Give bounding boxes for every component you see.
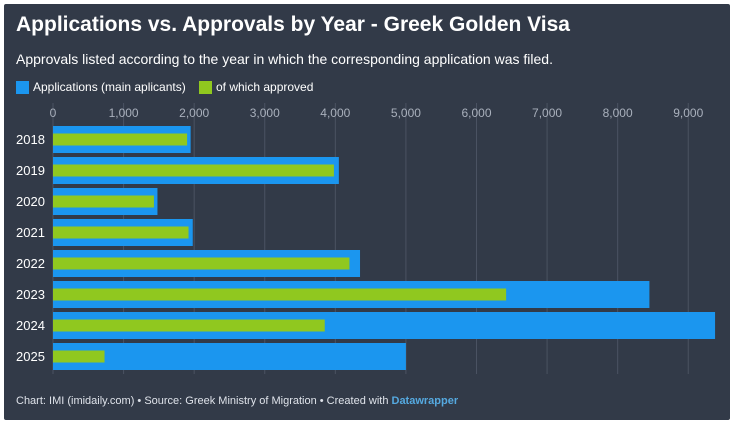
x-tick-label: 5,000: [391, 106, 421, 120]
bar-approved: [53, 133, 188, 146]
bar-chart: 0 1,000 2,000 3,000 4,000 5,000 6,000 7,000 8,00…: [16, 103, 716, 374]
legend-label-applications: Applications (main aplicants): [33, 80, 186, 94]
chart-footer: Chart: IMI (imidaily.com) • Source: Gree…: [16, 395, 458, 407]
bar-approved: [53, 195, 154, 208]
y-category-label: 2025: [16, 349, 45, 364]
x-tick-label: 1,000: [109, 106, 139, 120]
bar-approved: [53, 257, 350, 270]
x-tick-label: 6,000: [461, 106, 491, 120]
legend-swatch-approved: [199, 80, 212, 94]
bar-approved: [53, 288, 507, 301]
x-tick-label: 9,000: [673, 106, 703, 120]
y-category-label: 2019: [16, 163, 45, 178]
legend-swatch-applications: [16, 80, 29, 94]
y-category-label: 2020: [16, 194, 45, 209]
x-tick-label: 7,000: [532, 106, 562, 120]
legend-item-applications: Applications (main aplicants): [16, 80, 186, 94]
x-tick-label: 2,000: [179, 106, 209, 120]
chart-card: Applications vs. Approvals by Year - Gre…: [4, 4, 730, 420]
bar-approved: [53, 350, 105, 363]
chart-title: Applications vs. Approvals by Year - Gre…: [16, 13, 570, 36]
datawrapper-link[interactable]: Datawrapper: [391, 395, 459, 407]
chart-subtitle: Approvals listed according to the year i…: [16, 51, 553, 67]
x-tick-label: 0: [50, 106, 57, 120]
y-category-label: 2021: [16, 225, 45, 240]
bar-applications: [53, 343, 406, 370]
y-category-label: 2024: [16, 318, 45, 333]
legend-label-approved: of which approved: [216, 80, 314, 94]
x-tick-label: 8,000: [603, 106, 633, 120]
y-category-label: 2018: [16, 132, 45, 147]
bar-approved: [53, 164, 334, 177]
legend-item-approved: of which approved: [199, 80, 313, 94]
x-tick-label: 3,000: [250, 106, 280, 120]
footer-credit: Chart: IMI (imidaily.com) • Source: Gree…: [16, 395, 392, 407]
y-category-label: 2022: [16, 256, 45, 271]
y-category-label: 2023: [16, 287, 45, 302]
x-tick-label: 4,000: [320, 106, 350, 120]
bar-approved: [53, 319, 325, 332]
bar-approved: [53, 226, 189, 239]
